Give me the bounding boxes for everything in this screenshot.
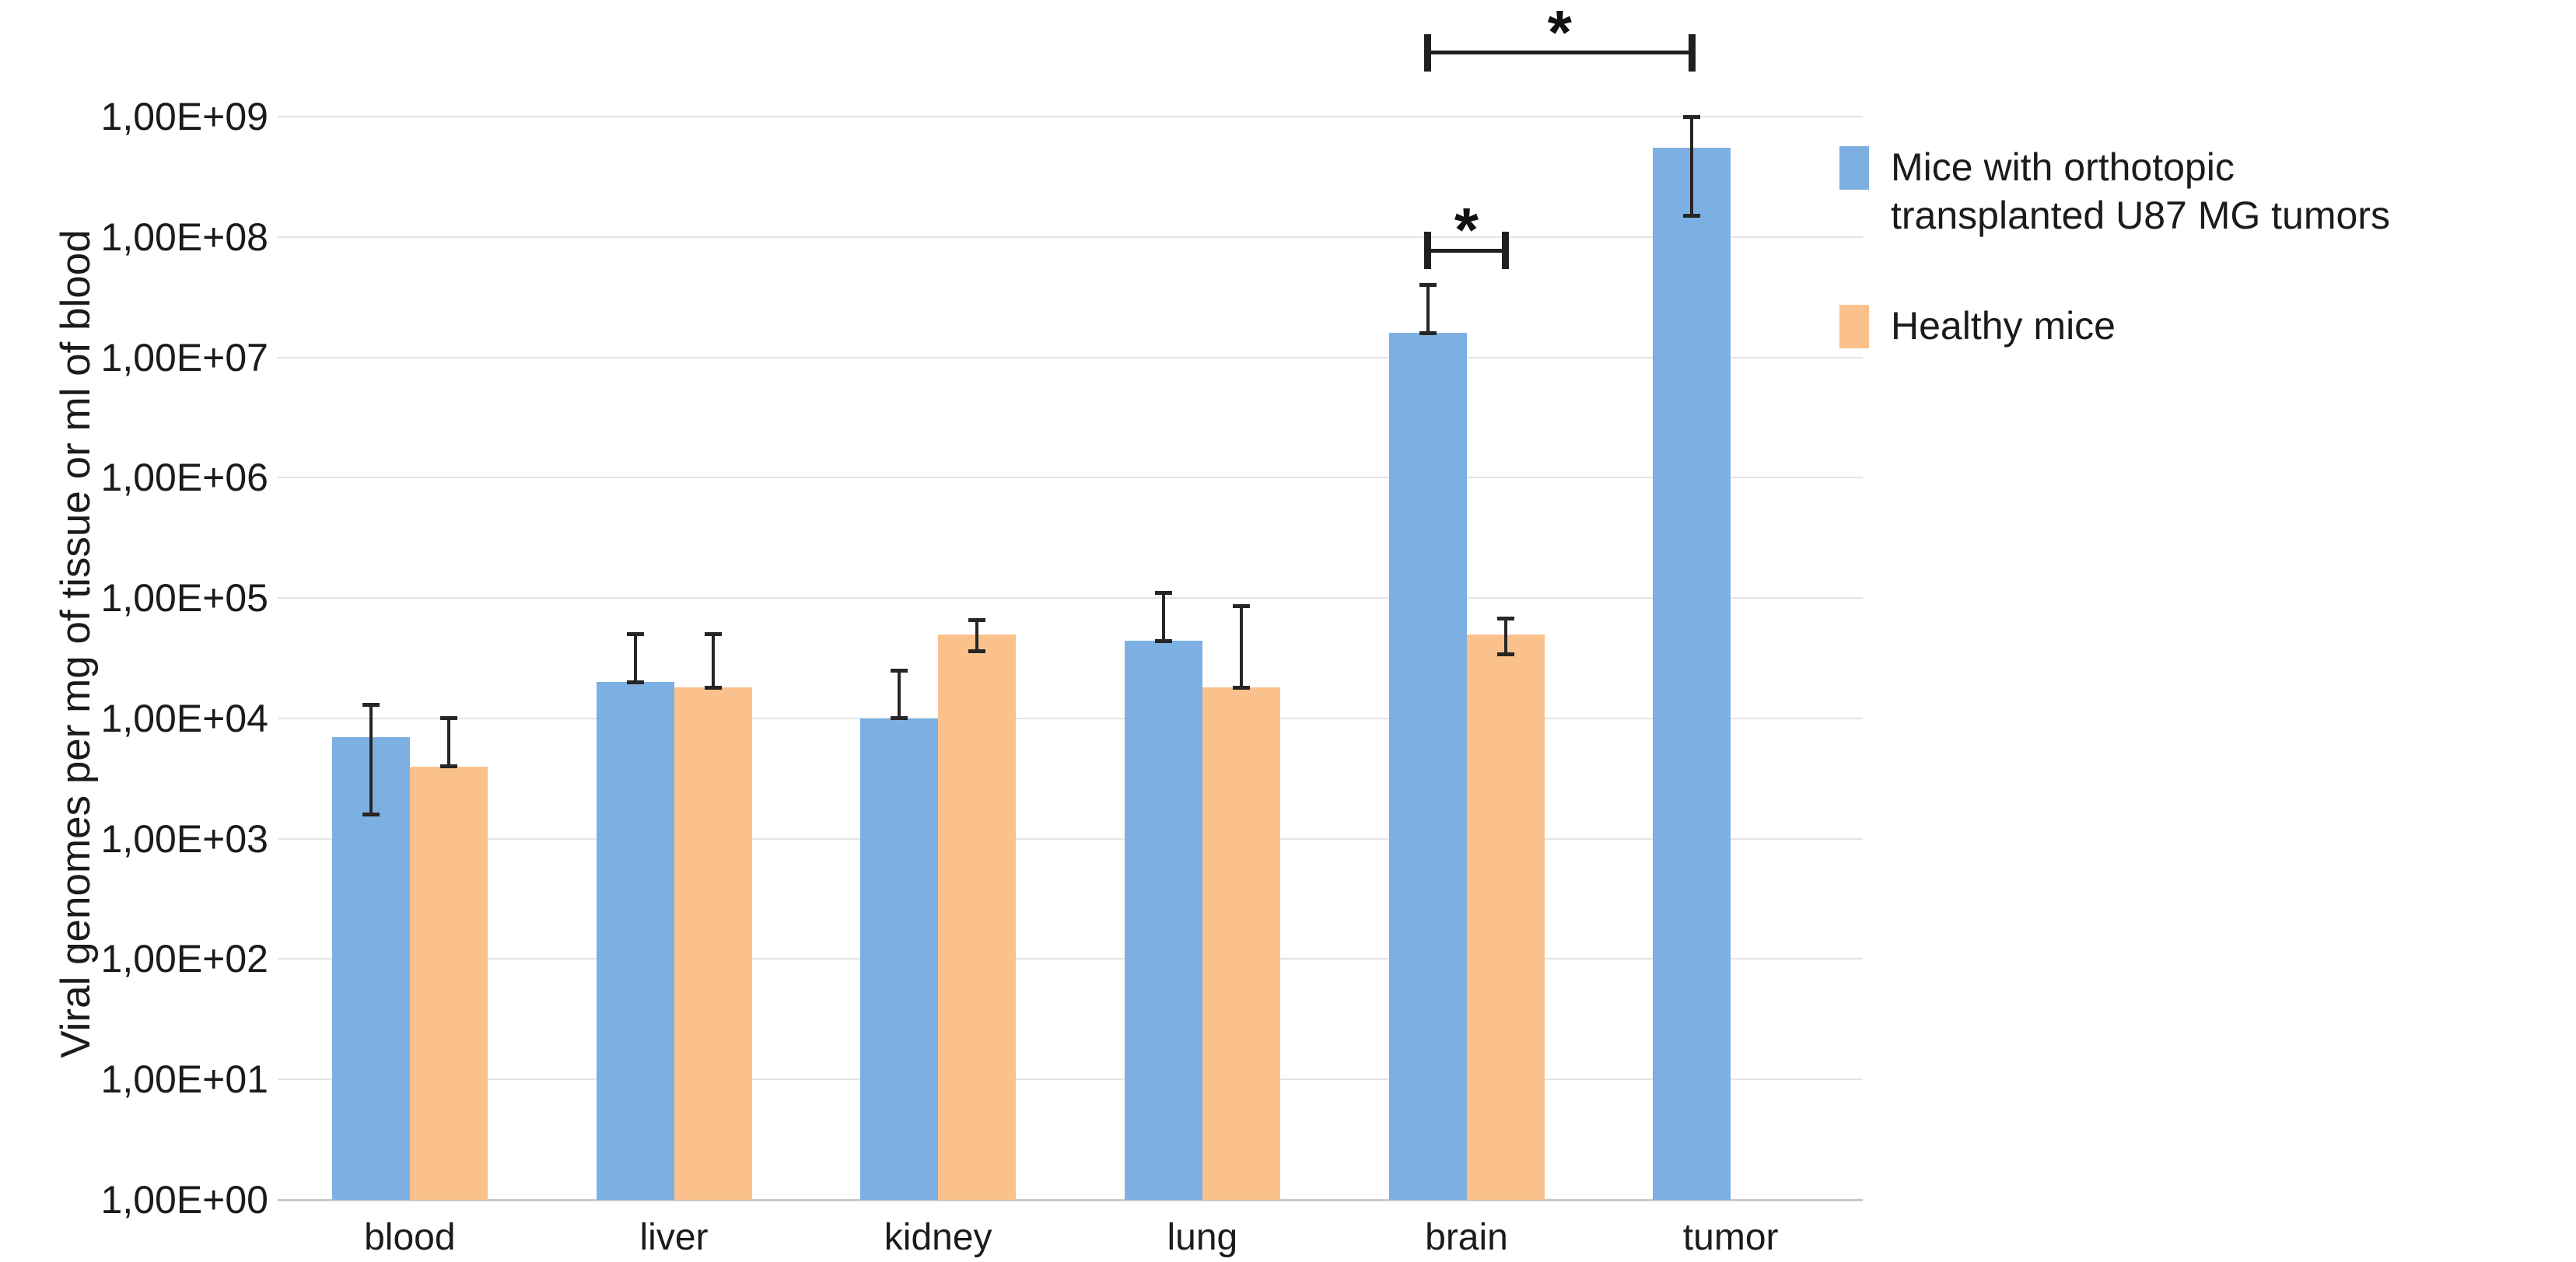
significance-bracket-cap: [1424, 232, 1431, 270]
gridline: [278, 236, 1863, 238]
x-axis-line: [278, 1199, 1863, 1201]
gridline: [278, 477, 1863, 479]
error-bar-cap-high-blood-series1: [439, 716, 457, 721]
bar-kidney-series1: [938, 634, 1017, 1200]
y-tick-label: 1,00E+04: [100, 696, 268, 740]
error-bar-cap-high-kidney-series0: [891, 668, 908, 673]
significance-bracket-cap: [1688, 33, 1696, 72]
gridline: [278, 958, 1863, 960]
category-label-tumor: tumor: [1682, 1217, 1779, 1258]
bar-liver-series0: [596, 682, 674, 1200]
y-tick-label: 1,00E+05: [100, 576, 268, 621]
significance-asterisk: *: [1454, 195, 1479, 265]
legend-entry-0: Mice with orthotopic transplanted U87 MG…: [1839, 143, 2576, 252]
gridline: [278, 116, 1863, 118]
bar-liver-series1: [674, 687, 752, 1200]
bar-kidney-series0: [860, 718, 939, 1200]
significance-bracket-line: [1427, 51, 1692, 55]
gridline: [278, 597, 1863, 600]
category-label-brain: brain: [1425, 1217, 1508, 1258]
error-bar-cap-high-brain-series1: [1496, 616, 1514, 621]
bar-brain-series1: [1466, 634, 1545, 1200]
bar-lung-series0: [1124, 641, 1202, 1200]
legend-entry-1: Healthy mice: [1839, 302, 2576, 411]
gridline: [278, 717, 1863, 719]
category-label-blood: blood: [364, 1217, 456, 1258]
error-bar-cap-high-liver-series0: [626, 632, 644, 637]
legend-label-0: Mice with orthotopic transplanted U87 MG…: [1891, 145, 2390, 237]
y-tick-label: 1,00E+06: [100, 456, 268, 500]
legend-label-1: Healthy mice: [1891, 304, 2116, 348]
error-bar-line-blood-series0: [369, 704, 373, 815]
error-bar-line-brain-series0: [1426, 285, 1430, 333]
error-bar-cap-low-blood-series0: [362, 812, 380, 816]
error-bar-cap-low-lung-series0: [1154, 638, 1172, 643]
legend-swatch-0: [1839, 146, 1869, 190]
error-bar-cap-high-lung-series1: [1232, 603, 1250, 608]
gridline: [278, 1078, 1863, 1081]
error-bar-cap-high-liver-series1: [704, 632, 722, 637]
significance-asterisk: *: [1547, 0, 1572, 67]
error-bar-cap-low-tumor-series0: [1683, 214, 1701, 218]
error-bar-line-blood-series1: [446, 718, 450, 767]
error-bar-cap-high-lung-series0: [1154, 591, 1172, 596]
error-bar-cap-low-lung-series1: [1232, 685, 1250, 690]
error-bar-cap-low-kidney-series1: [968, 649, 986, 654]
y-tick-label: 1,00E+08: [100, 215, 268, 259]
y-tick-label: 1,00E+02: [100, 937, 268, 981]
error-bar-cap-low-kidney-series0: [891, 716, 908, 721]
significance-bracket-line: [1427, 248, 1506, 253]
error-bar-line-kidney-series1: [975, 620, 979, 652]
significance-bracket-cap: [1424, 33, 1431, 72]
bar-lung-series1: [1202, 687, 1280, 1200]
error-bar-line-liver-series1: [711, 634, 715, 688]
gridline: [278, 356, 1863, 358]
error-bar-cap-low-blood-series1: [439, 764, 457, 768]
error-bar-cap-high-blood-series0: [362, 702, 380, 707]
y-tick-label: 1,00E+01: [100, 1057, 268, 1102]
error-bar-cap-low-brain-series1: [1496, 652, 1514, 657]
legend: Mice with orthotopic transplanted U87 MG…: [1839, 143, 2576, 392]
y-tick-label: 1,00E+07: [100, 335, 268, 379]
bar-blood-series1: [409, 766, 488, 1200]
significance-bracket-cap: [1502, 232, 1509, 270]
legend-swatch-1: [1839, 305, 1869, 348]
error-bar-line-brain-series1: [1503, 618, 1507, 655]
error-bar-line-tumor-series0: [1690, 117, 1694, 216]
error-bar-line-kidney-series0: [898, 670, 901, 718]
error-bar-cap-low-brain-series0: [1419, 330, 1437, 335]
gridline: [278, 837, 1863, 840]
y-tick-label: 1,00E+09: [100, 95, 268, 139]
error-bar-cap-high-kidney-series1: [968, 617, 986, 622]
category-label-kidney: kidney: [884, 1217, 992, 1258]
error-bar-cap-high-brain-series0: [1419, 282, 1437, 287]
category-label-lung: lung: [1167, 1217, 1238, 1258]
error-bar-line-lung-series0: [1161, 593, 1165, 641]
y-tick-label: 1,00E+03: [100, 816, 268, 861]
error-bar-line-lung-series1: [1239, 606, 1243, 688]
error-bar-line-liver-series0: [633, 634, 637, 683]
y-tick-label: 1,00E+00: [100, 1178, 268, 1222]
bar-brain-series0: [1388, 333, 1467, 1200]
error-bar-cap-high-tumor-series0: [1683, 114, 1701, 119]
error-bar-cap-low-liver-series1: [704, 685, 722, 690]
error-bar-cap-low-liver-series0: [626, 680, 644, 684]
category-label-liver: liver: [639, 1217, 709, 1258]
bar-tumor-series0: [1653, 148, 1731, 1200]
